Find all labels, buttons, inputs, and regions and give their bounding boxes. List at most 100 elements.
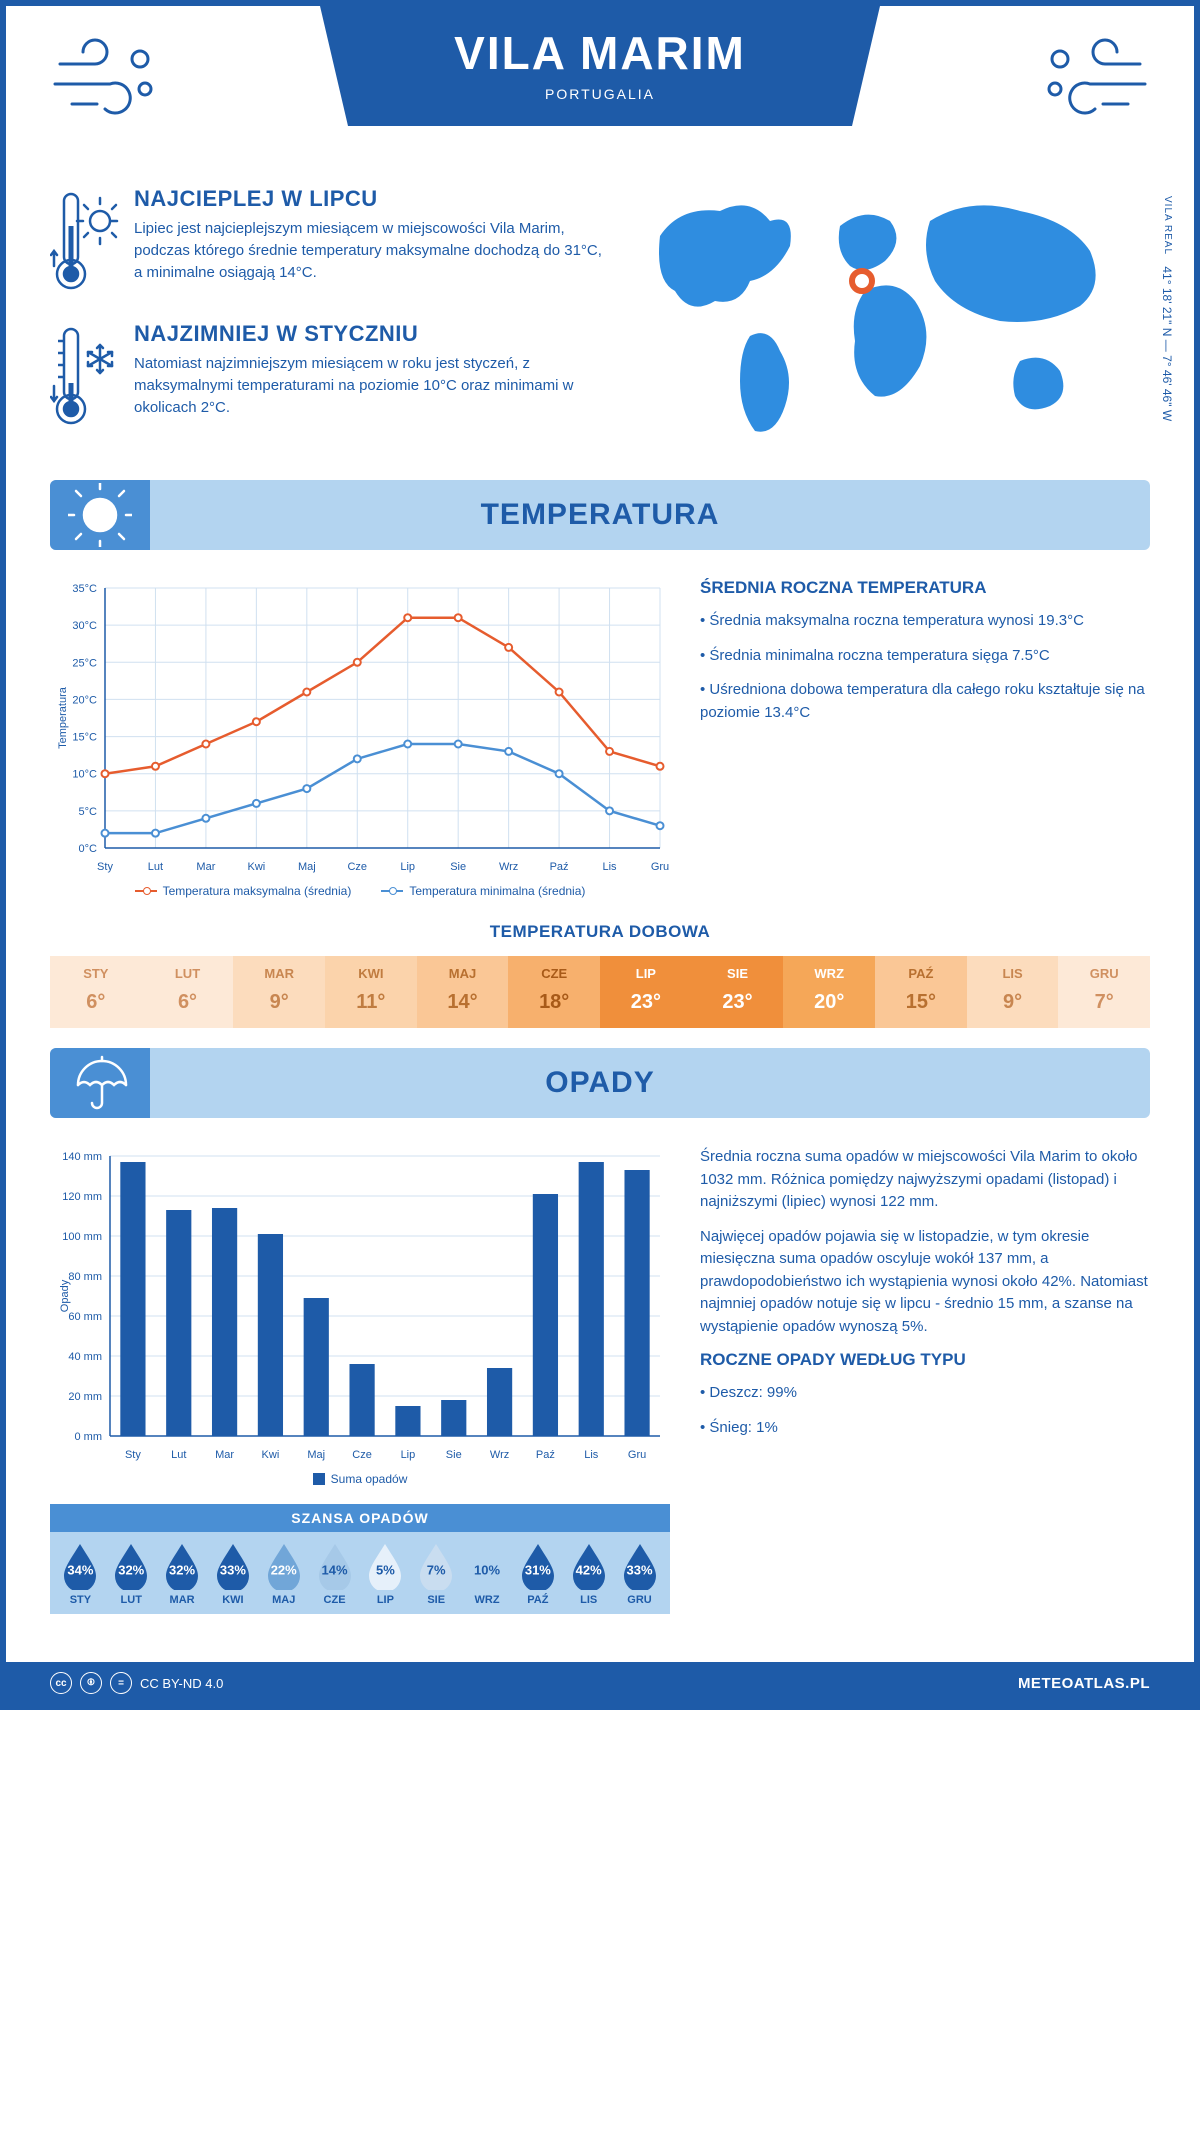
- month-value: 23°: [600, 991, 692, 1014]
- svg-text:Sty: Sty: [97, 861, 113, 873]
- raindrop-icon: 33%: [620, 1542, 660, 1590]
- location-title: VILA MARIM: [330, 26, 870, 80]
- svg-text:Kwi: Kwi: [262, 1449, 280, 1461]
- svg-text:Temperatura: Temperatura: [57, 686, 69, 749]
- raindrop-icon: 31%: [518, 1542, 558, 1590]
- chance-cell: 34% STY: [56, 1542, 105, 1606]
- chance-month: MAJ: [259, 1594, 308, 1606]
- svg-text:Maj: Maj: [298, 861, 316, 873]
- month-value: 9°: [233, 991, 325, 1014]
- wind-icon: [50, 34, 170, 129]
- chance-month: STY: [56, 1594, 105, 1606]
- chance-cell: 32%LUT: [107, 1542, 156, 1606]
- month-value: 18°: [508, 991, 600, 1014]
- month-label: KWI: [325, 966, 417, 981]
- raindrop-icon: 34%: [60, 1542, 100, 1590]
- month-value: 6°: [142, 991, 234, 1014]
- month-value: 6°: [50, 991, 142, 1014]
- umbrella-icon: [50, 1048, 150, 1118]
- raindrop-icon: 5%: [365, 1542, 405, 1590]
- month-label: STY: [50, 966, 142, 981]
- month-label: WRZ: [783, 966, 875, 981]
- svg-text:80 mm: 80 mm: [68, 1271, 102, 1283]
- raindrop-icon: 22%: [264, 1542, 304, 1590]
- month-value: 23°: [692, 991, 784, 1014]
- svg-text:Paź: Paź: [550, 861, 569, 873]
- svg-text:Cze: Cze: [352, 1449, 372, 1461]
- header: VILA MARIM PORTUGALIA: [6, 6, 1194, 176]
- month-cell: KWI11°: [325, 956, 417, 1028]
- month-cell: WRZ 20°: [783, 956, 875, 1028]
- footer: cc 🅯 = CC BY-ND 4.0 METEOATLAS.PL: [6, 1662, 1194, 1704]
- raindrop-icon: 7%: [416, 1542, 456, 1590]
- chance-cell: 31%PAŹ: [513, 1542, 562, 1606]
- month-cell: PAŹ15°: [875, 956, 967, 1028]
- month-cell: GRU7°: [1058, 956, 1150, 1028]
- license-label: CC BY-ND 4.0: [140, 1676, 223, 1691]
- svg-text:Cze: Cze: [347, 861, 367, 873]
- svg-text:Kwi: Kwi: [247, 861, 265, 873]
- chance-month: LIS: [564, 1594, 613, 1606]
- month-value: 20°: [783, 991, 875, 1014]
- precip-p2: Najwięcej opadów pojawia się w listopadz…: [700, 1226, 1150, 1339]
- month-label: LIS: [967, 966, 1059, 981]
- month-value: 15°: [875, 991, 967, 1014]
- month-cell: LUT6°: [142, 956, 234, 1028]
- precip-legend: Suma opadów: [50, 1472, 670, 1486]
- legend-min: Temperatura minimalna (średnia): [409, 884, 585, 898]
- svg-text:140 mm: 140 mm: [62, 1151, 102, 1163]
- warmest-title: NAJCIEPLEJ W LIPCU: [134, 186, 606, 212]
- temperature-chart: 0°C5°C10°C15°C20°C25°C30°C35°CStyLutMarK…: [50, 578, 670, 878]
- chance-cell: 33%GRU: [615, 1542, 664, 1606]
- month-label: LIP: [600, 966, 692, 981]
- raindrop-icon: 10%: [467, 1542, 507, 1590]
- svg-text:Sie: Sie: [450, 861, 466, 873]
- month-cell: MAR9°: [233, 956, 325, 1028]
- sun-icon: [50, 480, 150, 550]
- precip-p1: Średnia roczna suma opadów w miejscowośc…: [700, 1146, 1150, 1214]
- svg-text:Lip: Lip: [401, 1449, 416, 1461]
- thermometer-hot-icon: [50, 186, 120, 301]
- svg-text:Gru: Gru: [628, 1449, 646, 1461]
- chance-month: MAR: [158, 1594, 207, 1606]
- svg-text:15°C: 15°C: [72, 732, 97, 744]
- title-banner: VILA MARIM PORTUGALIA: [320, 6, 880, 126]
- chance-month: LUT: [107, 1594, 156, 1606]
- month-cell: LIP 23°: [600, 956, 692, 1028]
- raindrop-icon: 42%: [569, 1542, 609, 1590]
- month-cell: STY 6°: [50, 956, 142, 1028]
- section-title: TEMPERATURA: [50, 498, 1150, 532]
- warmest-text: Lipiec jest najcieplejszym miesiącem w m…: [134, 218, 606, 283]
- legend-precip: Suma opadów: [331, 1472, 408, 1486]
- month-label: GRU: [1058, 966, 1150, 981]
- svg-text:Mar: Mar: [196, 861, 215, 873]
- cc-icon: cc: [50, 1672, 72, 1694]
- svg-text:Maj: Maj: [307, 1449, 325, 1461]
- section-precipitation: OPADY: [50, 1048, 1150, 1118]
- temp-legend: Temperatura maksymalna (średnia) Tempera…: [50, 884, 670, 898]
- avg-temp-title: ŚREDNIA ROCZNA TEMPERATURA: [700, 578, 1150, 598]
- svg-text:40 mm: 40 mm: [68, 1351, 102, 1363]
- coldest-text: Natomiast najzimniejszym miesiącem w rok…: [134, 353, 606, 418]
- avg-temp-list: Średnia maksymalna roczna temperatura wy…: [700, 610, 1150, 724]
- svg-text:Lip: Lip: [400, 861, 415, 873]
- coords-label: 41° 18' 21" N — 7° 46' 46" W: [1160, 266, 1174, 421]
- chance-month: WRZ: [463, 1594, 512, 1606]
- precip-type-title: ROCZNE OPADY WEDŁUG TYPU: [700, 1350, 1150, 1370]
- month-value: 14°: [417, 991, 509, 1014]
- wind-icon: [1030, 34, 1150, 129]
- chance-cell: 14%CZE: [310, 1542, 359, 1606]
- svg-text:Wrz: Wrz: [499, 861, 518, 873]
- coldest-block: NAJZIMNIEJ W STYCZNIU Natomiast najzimni…: [50, 321, 606, 436]
- site-label: METEOATLAS.PL: [1018, 1675, 1150, 1692]
- month-value: 9°: [967, 991, 1059, 1014]
- chance-cell: 32% MAR: [158, 1542, 207, 1606]
- svg-text:20°C: 20°C: [72, 694, 97, 706]
- avg-temp-item: Średnia maksymalna roczna temperatura wy…: [700, 610, 1150, 633]
- svg-text:120 mm: 120 mm: [62, 1191, 102, 1203]
- raindrop-icon: 32%: [162, 1542, 202, 1590]
- chance-cell: 22% MAJ: [259, 1542, 308, 1606]
- svg-text:60 mm: 60 mm: [68, 1311, 102, 1323]
- coordinates: VILA REAL 41° 18' 21" N — 7° 46' 46" W: [1160, 196, 1174, 421]
- precip-snow: Śnieg: 1%: [700, 1417, 1150, 1440]
